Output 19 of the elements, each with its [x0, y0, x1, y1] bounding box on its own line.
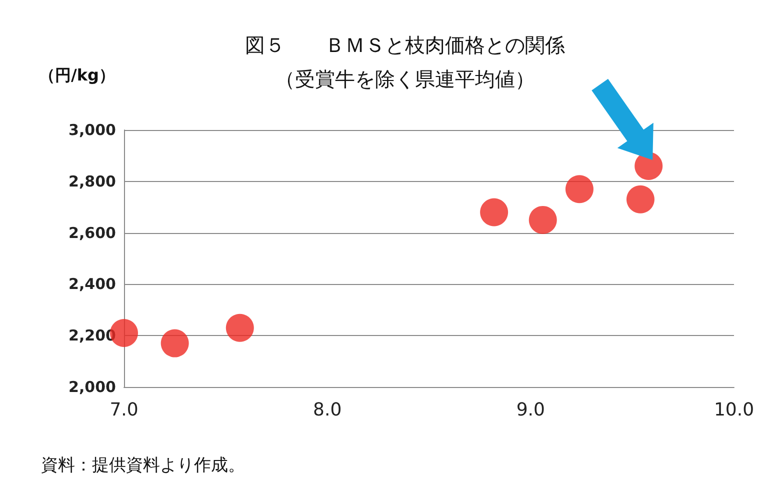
- text: 資料：提供資料より作成。: [41, 456, 245, 476]
- x-tick-label: 10.0: [714, 400, 754, 420]
- point: [160, 329, 189, 358]
- x-tick-label: 7.0: [110, 400, 138, 420]
- y-tick-label: 3,000: [68, 121, 116, 139]
- chart-subtitle: （受賞牛を除く県連平均値）: [275, 67, 535, 91]
- point: [226, 314, 254, 342]
- chart-title: 図５ ＢＭＳと枝肉価格との関係: [245, 33, 565, 57]
- y-tick-label: 2,400: [68, 275, 116, 294]
- x-tick-label: 8.0: [313, 400, 342, 420]
- x-tick-label: 9.0: [516, 400, 545, 420]
- y-tick-label: 2,000: [68, 378, 116, 396]
- point: [626, 185, 654, 214]
- y-tick-label: 2,600: [68, 224, 116, 242]
- point: [565, 175, 594, 204]
- point: [528, 206, 557, 234]
- point: [480, 198, 508, 226]
- y-tick-label: 2,800: [68, 172, 116, 190]
- y-axis-title: （円/kg）: [39, 66, 115, 84]
